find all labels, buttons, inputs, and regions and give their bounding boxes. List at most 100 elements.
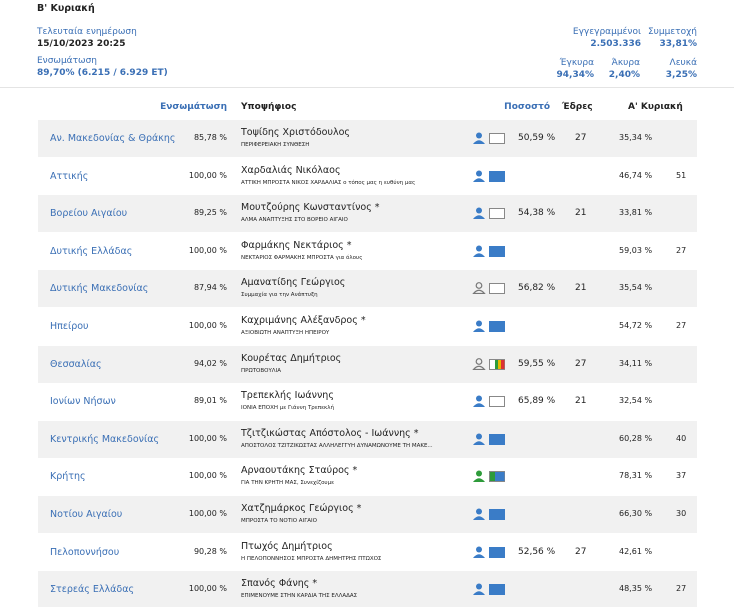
candidate: Φαρμάκης Νεκτάριος * <box>241 239 352 251</box>
region: Ηπείρου <box>50 321 89 332</box>
first-round-percent: 35,54 % <box>619 283 653 293</box>
integration: 89,25 % <box>193 208 227 218</box>
value: 89,70% (6.215 / 6.929 ΕΤ) <box>37 68 168 78</box>
party: ΑΞΙΟΒΙΩΤΗ ΑΝΑΠΤΥΞΗ ΗΠΕΙΡΟΥ <box>241 330 330 336</box>
first-round-seats: 37 <box>676 471 687 481</box>
region: Βορείου Αιγαίου <box>50 208 128 220</box>
first-round-seats: 27 <box>676 245 687 255</box>
icons <box>472 357 505 373</box>
integration: 100,00 % <box>188 471 227 481</box>
first-round-seats: 30 <box>676 509 687 518</box>
region: Στερεάς Ελλάδας <box>50 584 135 596</box>
label: Έγκυρα <box>559 58 594 68</box>
icons <box>472 282 505 297</box>
value: 3,25% <box>665 70 697 80</box>
icons <box>472 433 505 448</box>
label: Συμμετοχή <box>647 27 697 37</box>
table-row: Βορείου Αιγαίου 89,25 % Μουτζούρης Κωνσταν… <box>38 195 697 233</box>
candidate: Τοψίδης Χριστόδουλος <box>241 127 350 138</box>
candidate: Καχριμάνης Αλέξανδρος * <box>241 315 366 326</box>
table-row: Κεντρικής Μακεδονίας 100,00 % Τζιτζικώστας… <box>38 420 697 458</box>
party: ΙΟΝΙΑ ΕΠΟΧΗ με Γιάννη Τρεπεκλή <box>241 405 335 412</box>
region: Κρήτης <box>50 471 86 483</box>
first-round-seats: 27 <box>676 321 687 330</box>
value: 2,40% <box>608 70 640 80</box>
party: Συμμαχία για την Ανάπτυξη <box>241 292 318 299</box>
table-row: Στερεάς Ελλάδας 100,00 % Σπανός Φάνης * ΕΠΙ… <box>38 571 697 607</box>
first-round-percent: 66,30 % <box>619 509 653 518</box>
seats: 21 <box>575 396 587 407</box>
first-round-seats: 40 <box>676 433 687 443</box>
seats: 27 <box>575 358 587 369</box>
icons <box>472 508 505 523</box>
region: Νοτίου Αιγαίου <box>50 509 123 520</box>
region: Ιονίων Νήσων <box>50 396 116 408</box>
region: Θεσσαλίας <box>50 358 102 370</box>
integration: 100,00 % <box>188 433 227 443</box>
table-row: Κρήτης 100,00 % Αρναουτάκης Σταύρος * ΓΙΑ Τ… <box>38 458 697 495</box>
seats: 27 <box>575 546 587 557</box>
icons <box>472 245 505 260</box>
integration: 100,00 % <box>188 245 227 255</box>
party: ΑΛΜΑ ΑΝΑΠΤΥΞΗΣ ΣΤΟ ΒΟΡΕΙΟ ΑΙΓΑΙΟ <box>241 217 348 224</box>
integration: 100,00 % <box>188 584 227 594</box>
column-header: Υποψήφιος <box>241 102 297 112</box>
integration: 100,00 % <box>188 509 227 518</box>
party: ΠΡΩΤΟΒΟΥΛΙΑ <box>241 367 281 374</box>
table-row: Πελοποννήσου 90,28 % Πτωχός Δημήτριος Η ΠΕΛ… <box>38 534 697 571</box>
first-round-percent: 48,35 % <box>619 584 653 594</box>
candidate: Σπανός Φάνης * <box>241 578 318 590</box>
value: 33,81% <box>659 39 698 49</box>
candidate: Αμανατίδης Γεώργιος <box>241 277 346 289</box>
first-round-seats: 27 <box>676 584 687 594</box>
label: Εγγεγραμμένοι <box>572 27 641 37</box>
integration: 100,00 % <box>188 321 227 330</box>
integration: 87,94 % <box>193 283 227 293</box>
icons <box>472 470 505 485</box>
label: Ενσωμάτωση <box>37 56 97 66</box>
table-row: Ηπείρου 100,00 % Καχριμάνης Αλέξανδρος * ΑΞ… <box>38 308 697 345</box>
seats: 21 <box>575 208 587 219</box>
icons <box>472 320 505 335</box>
percent: 65,89 % <box>518 396 556 407</box>
candidate: Κουρέτας Δημήτριος <box>241 352 342 364</box>
region: Δυτικής Μακεδονίας <box>50 283 149 295</box>
integration: 89,01 % <box>193 396 227 406</box>
candidate: Τρεπεκλής Ιωάννης <box>241 390 334 402</box>
first-round-percent: 34,11 % <box>619 358 653 368</box>
candidate: Μουτζούρης Κωνσταντίνος * <box>241 202 380 214</box>
label: Λευκά <box>669 58 697 68</box>
value: 15/10/2023 20:25 <box>37 39 126 49</box>
first-round-percent: 46,74 % <box>619 170 653 180</box>
icons <box>472 583 505 598</box>
region: Αν. Μακεδονίας & Θράκης <box>50 133 176 144</box>
percent: 56,82 % <box>518 283 556 294</box>
column-header: Ενσωμάτωση <box>160 102 227 112</box>
integration: 94,02 % <box>193 358 227 368</box>
party: ΠΕΡΙΦΕΡΕΙΑΚΗ ΣΥΝΘΕΣΗ <box>241 142 310 148</box>
label: Άκυρα <box>611 58 640 68</box>
first-round-percent: 35,34 % <box>619 133 653 142</box>
party: ΑΤΤΙΚΗ ΜΠΡΟΣΤΑ ΝΙΚΟΣ ΧΑΡΔΑΛΙΑΣ ο τόπος μ… <box>241 179 416 186</box>
column-header: Έδρες <box>562 102 593 112</box>
table-row: Ιονίων Νήσων 89,01 % Τρεπεκλής Ιωάννης ΙΟΝΙ… <box>38 383 697 420</box>
candidate: Χαρδαλιάς Νικόλαος <box>241 164 341 176</box>
table-row: Δυτικής Ελλάδας 100,00 % Φαρμάκης Νεκτάριο… <box>38 233 697 270</box>
integration: 90,28 % <box>193 546 227 556</box>
party: ΜΠΡΟΣΤΑ ΤΟ ΝΟΤΙΟ ΑΙΓΑΙΟ <box>241 518 317 524</box>
party: ΑΠΟΣΤΟΛΟΣ ΤΖΙΤΖΙΚΩΣΤΑΣ ΑΛΛΗΛΕΓΓΥΗ ΔΥΝΑΜΩ… <box>241 442 433 449</box>
first-round-percent: 33,81 % <box>619 208 653 218</box>
value: 94,34% <box>556 70 595 80</box>
candidate: Χατζημάρκος Γεώργιος * <box>241 503 362 514</box>
column-header: Α' Κυριακή <box>628 102 683 112</box>
party: ΕΠΙΜΕΝΟΥΜΕ ΣΤΗΝ ΚΑΡΔΙΑ ΤΗΣ ΕΛΛΑΔΑΣ <box>241 593 358 600</box>
icons <box>472 207 505 222</box>
first-round-percent: 78,31 % <box>619 471 653 481</box>
table-row: Αν. Μακεδονίας & Θράκης 85,78 % Τοψίδης Χρ… <box>38 120 697 157</box>
region: Κεντρικής Μακεδονίας <box>50 433 160 445</box>
label: Τελευταία ενημέρωση <box>37 27 137 37</box>
integration: 85,78 % <box>193 133 227 142</box>
region: Πελοποννήσου <box>50 546 120 558</box>
candidate: Τζιτζικώστας Απόστολος - Ιωάννης * <box>241 427 419 439</box>
